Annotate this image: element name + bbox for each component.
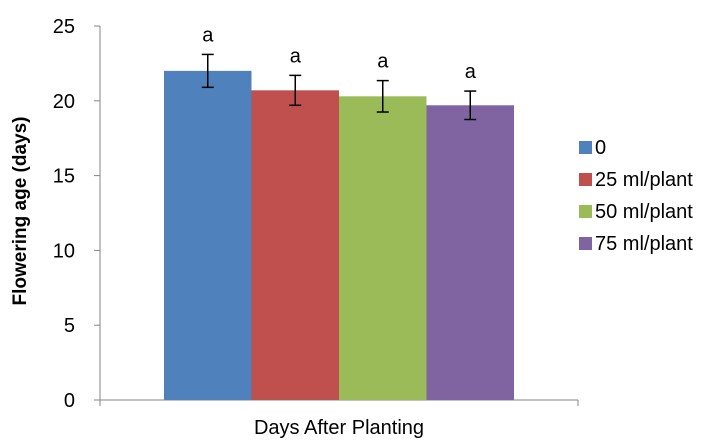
legend-swatch — [579, 205, 592, 218]
legend-label: 50 ml/plant — [595, 201, 693, 223]
legend-label: 75 ml/plant — [595, 233, 693, 255]
y-tick-label: 20 — [53, 91, 75, 113]
bar — [426, 105, 514, 401]
y-tick-label: 5 — [64, 315, 75, 337]
y-tick-label: 15 — [53, 166, 75, 188]
significance-label: a — [202, 24, 214, 46]
y-tick-label: 10 — [53, 240, 75, 262]
x-axis-title: Days After Planting — [254, 417, 424, 439]
significance-label: a — [465, 61, 477, 83]
legend-swatch — [579, 141, 592, 154]
x-axis — [99, 399, 579, 406]
y-tick-label: 25 — [53, 16, 75, 38]
legend-swatch — [579, 237, 592, 250]
significance-label: a — [290, 45, 302, 67]
bar — [251, 90, 339, 400]
bars: a a a a — [164, 24, 514, 401]
legend-label: 0 — [595, 137, 606, 159]
legend-swatch — [579, 173, 592, 186]
legend-label: 25 ml/plant — [595, 169, 693, 191]
bar — [164, 70, 252, 400]
y-tick-label: 0 — [64, 390, 75, 412]
bar — [339, 96, 427, 400]
legend: 0 25 ml/plant 50 ml/plant 75 ml/plant — [579, 137, 693, 255]
significance-label: a — [377, 51, 389, 73]
y-axis-title: Flowering age (days) — [10, 117, 31, 306]
y-axis: 0 5 10 15 20 25 — [53, 16, 101, 412]
